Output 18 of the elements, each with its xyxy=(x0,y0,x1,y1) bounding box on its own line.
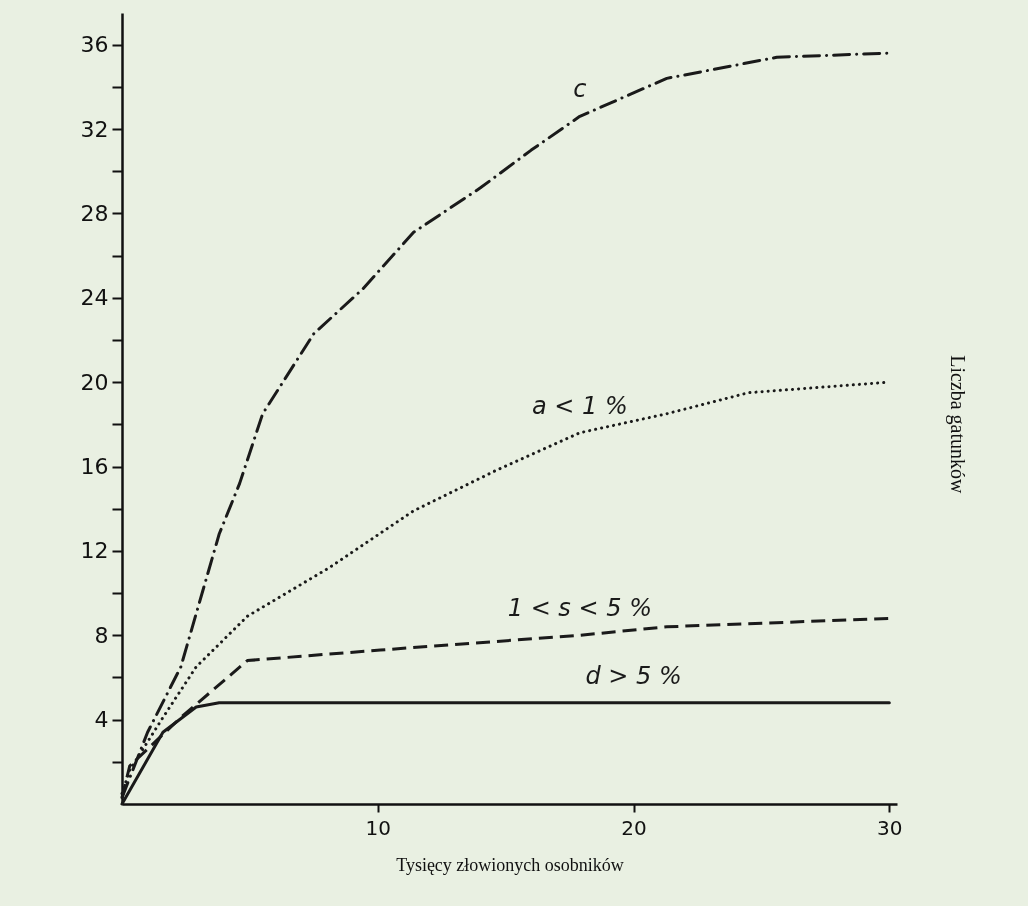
series-label: a < 1 % xyxy=(531,391,628,420)
y-tick-label: 8 xyxy=(94,622,109,648)
y-tick-label: 16 xyxy=(80,454,109,480)
x-axis-title: Tysięcy złowionych osobników xyxy=(396,854,624,875)
x-tick-label: 20 xyxy=(621,815,647,840)
x-tick-label: 10 xyxy=(365,815,391,840)
y-tick-label: 28 xyxy=(80,200,109,226)
y-tick-label: 12 xyxy=(80,538,109,564)
y-tick-label: 4 xyxy=(94,707,109,733)
y-tick-label: 36 xyxy=(80,32,109,58)
y-tick-label: 20 xyxy=(80,369,109,395)
y-tick-label: 24 xyxy=(80,285,109,311)
series-label: c xyxy=(573,75,587,104)
series-label: d > 5 % xyxy=(585,661,682,690)
series-label: 1 < s < 5 % xyxy=(507,594,652,623)
y-tick-label: 32 xyxy=(80,116,109,142)
y-axis-title: Liczba gatunków xyxy=(946,355,969,495)
x-tick-label: 30 xyxy=(877,815,903,840)
